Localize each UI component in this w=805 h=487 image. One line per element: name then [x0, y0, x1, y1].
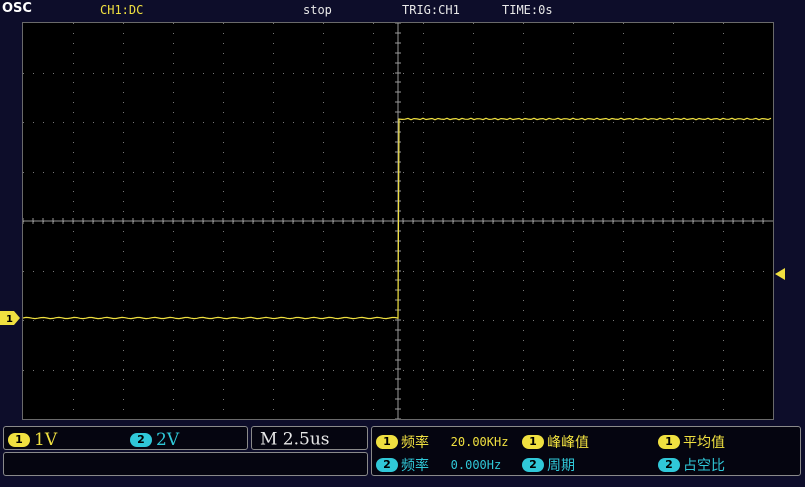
- measure-item[interactable]: 1 峰峰值: [522, 431, 589, 452]
- measure-item[interactable]: 2 频率 0.000Hz: [376, 454, 501, 475]
- timebase-value[interactable]: M 2.5us: [260, 429, 330, 450]
- waveform-display[interactable]: [22, 22, 774, 420]
- measure-ch-badge: 1: [376, 434, 398, 449]
- measure-item[interactable]: 2 周期: [522, 454, 575, 475]
- measure-ch-badge: 1: [522, 434, 544, 449]
- measure-label: 频率: [401, 434, 429, 451]
- message-panel: [3, 452, 368, 476]
- measure-ch-badge: 2: [376, 457, 398, 472]
- measure-label: 占空比: [683, 457, 725, 474]
- timebase-panel: M 2.5us: [251, 426, 368, 450]
- measure-ch-badge: 2: [658, 457, 680, 472]
- measure-item[interactable]: 1 频率 20.00KHz: [376, 431, 508, 452]
- ch1-level-marker[interactable]: 1: [0, 311, 20, 325]
- trigger-level-icon[interactable]: [775, 268, 785, 280]
- status-bar: OSC CH1:DC stop TRIG:CH1 TIME:0s: [0, 0, 805, 22]
- measure-label: 峰峰值: [547, 434, 589, 451]
- time-offset: TIME:0s: [502, 3, 553, 17]
- app-logo: OSC: [2, 1, 32, 16]
- ch1-badge: 1: [8, 432, 30, 447]
- measure-value: 0.000Hz: [450, 457, 502, 472]
- measure-ch-badge: 2: [522, 457, 544, 472]
- measure-item[interactable]: 1 平均值: [658, 431, 725, 452]
- channel-coupling: CH1:DC: [100, 3, 144, 17]
- measure-value: 20.00KHz: [450, 434, 509, 449]
- measure-label: 平均值: [683, 434, 725, 451]
- vertical-scale-panel: 1 1V 2 2V: [3, 426, 248, 450]
- ch2-scale[interactable]: 2V: [156, 429, 180, 450]
- run-state[interactable]: stop: [303, 3, 332, 17]
- ch2-badge: 2: [130, 432, 152, 447]
- ch1-scale[interactable]: 1V: [34, 429, 58, 450]
- measure-item[interactable]: 2 占空比: [658, 454, 725, 475]
- waveform-svg: [23, 23, 773, 419]
- measure-ch-badge: 1: [658, 434, 680, 449]
- measure-label: 频率: [401, 457, 429, 474]
- measure-label: 周期: [547, 457, 575, 474]
- trigger-source: TRIG:CH1: [402, 3, 460, 17]
- graticule: [23, 23, 773, 419]
- ch1-trace: [23, 117, 772, 320]
- measurement-panel: 1 频率 20.00KHz 1 峰峰值 1 平均值 2 频率 0.000Hz 2 周期 2…: [371, 426, 801, 476]
- ch1-marker-label: 1: [6, 314, 13, 325]
